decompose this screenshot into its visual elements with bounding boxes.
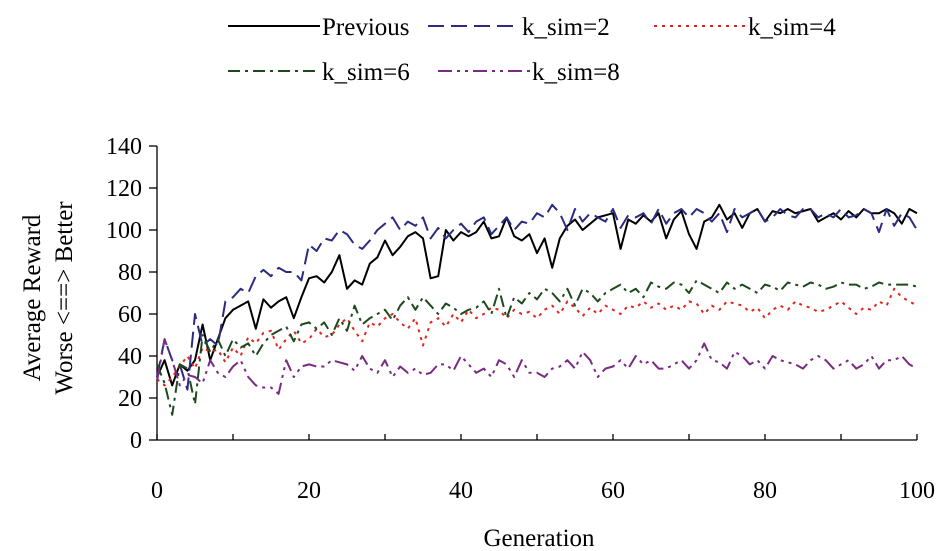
- series-line-1: [156, 203, 918, 387]
- series-line-3: [156, 287, 918, 387]
- y-axis-title-line-1: Average Reward: [19, 214, 46, 381]
- y-tick-label: 60: [118, 302, 142, 328]
- y-ticks: 0 20 40 60 80 100 120 140: [106, 134, 157, 454]
- y-tick-label: 100: [106, 218, 142, 244]
- x-tick-label: 60: [601, 478, 625, 504]
- x-tick-label: 20: [297, 478, 321, 504]
- series-layer: [156, 203, 918, 416]
- legend: Previous k_sim=2 k_sim=4 k_sim=6 k_sim=8: [228, 14, 836, 86]
- x-tick-label: 40: [449, 478, 473, 504]
- y-tick-label: 80: [118, 260, 142, 286]
- x-tick-label: 100: [899, 478, 935, 504]
- y-tick-label: 40: [118, 344, 142, 370]
- legend-label-3: k_sim=4: [748, 14, 836, 41]
- y-tick-label: 120: [106, 176, 142, 202]
- legend-label-5: k_sim=8: [532, 59, 620, 86]
- x-tick-label: 0: [151, 478, 163, 504]
- x-ticks: 0 20 40 60 80 100: [151, 434, 935, 504]
- legend-label-2: k_sim=2: [522, 14, 610, 41]
- legend-label-1: Previous: [322, 14, 410, 41]
- x-axis-title: Generation: [483, 525, 595, 551]
- legend-label-4: k_sim=6: [322, 59, 410, 86]
- series-line-4: [156, 279, 918, 416]
- y-tick-label: 20: [118, 386, 142, 412]
- y-tick-label: 140: [106, 134, 142, 160]
- series-line-2: [156, 203, 918, 391]
- x-tick-label: 80: [753, 478, 777, 504]
- y-axis-title-line-2: Worse <==> Better: [51, 201, 78, 395]
- series-line-5: [156, 338, 918, 395]
- y-tick-label: 0: [130, 428, 142, 454]
